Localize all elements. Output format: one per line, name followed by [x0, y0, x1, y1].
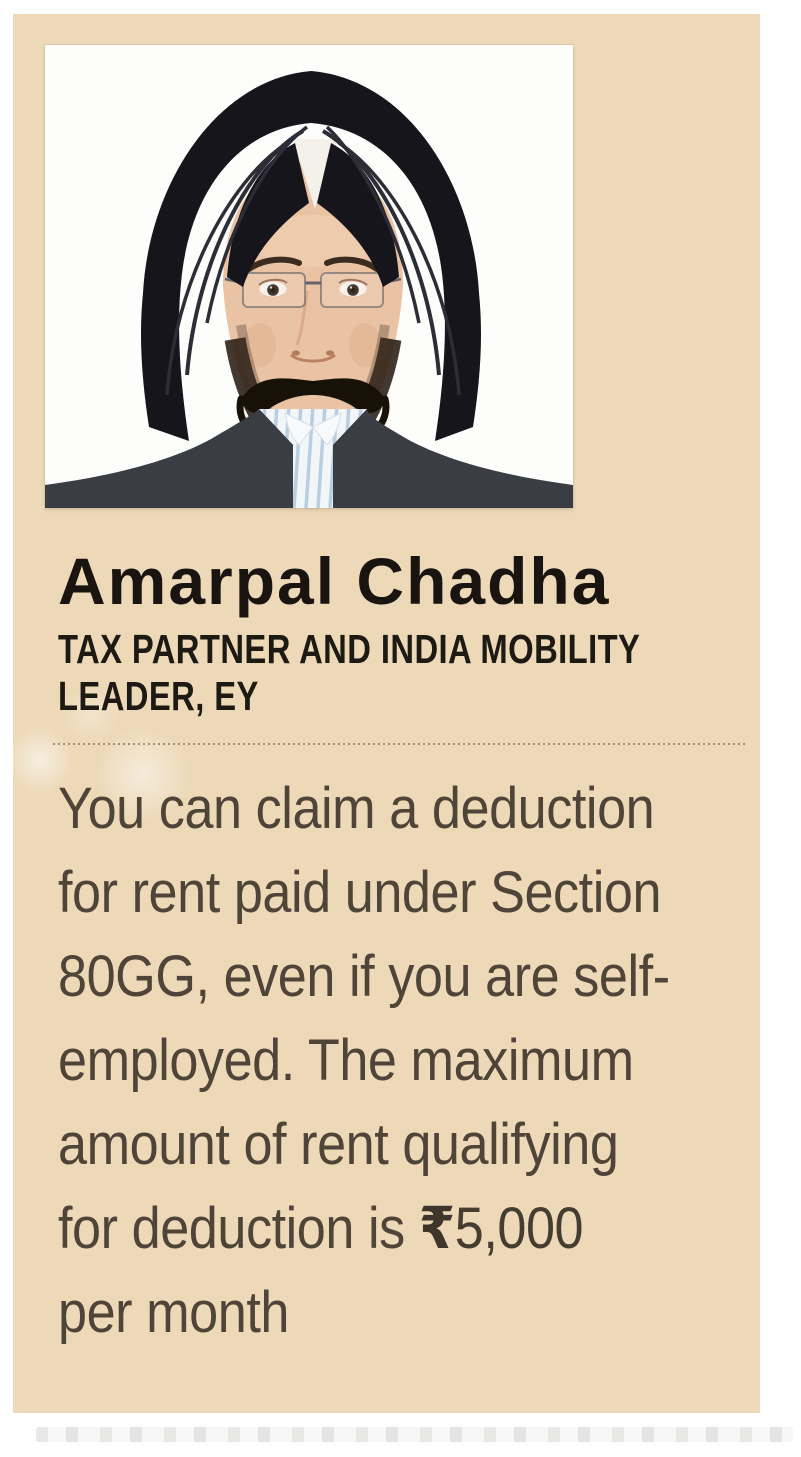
quote-part2: per month — [58, 1280, 289, 1345]
glasses-group — [224, 272, 402, 308]
portrait-photo — [45, 45, 573, 508]
dotted-divider — [53, 743, 745, 745]
quote-part1: You can claim a deduction for rent paid … — [58, 776, 670, 1261]
expert-quote-card: Amarpal Chadha TAX PARTNER AND INDIA MOB… — [13, 14, 760, 1413]
quote-text: You can claim a deduction for rent paid … — [58, 767, 751, 1355]
eyes-group — [246, 256, 380, 297]
portrait-illustration — [45, 45, 573, 508]
quote-amount: 5,000 — [454, 1196, 584, 1261]
person-name: Amarpal Chadha — [58, 544, 611, 618]
suit-group — [45, 409, 573, 508]
page-edge-artifact — [36, 1427, 793, 1442]
shoulder-left — [45, 409, 293, 508]
person-title: TAX PARTNER AND INDIA MOBILITY LEADER, E… — [58, 626, 641, 719]
nose-group — [290, 290, 336, 363]
turban-undercap — [293, 139, 337, 209]
turban-pleats — [165, 125, 461, 396]
collar-left — [284, 412, 314, 446]
collar-right — [312, 412, 342, 446]
shoulder-right — [333, 409, 573, 508]
rupee-symbol: ₹ — [418, 1196, 455, 1261]
turban-group — [141, 71, 481, 441]
